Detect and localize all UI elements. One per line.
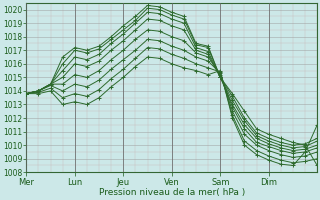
X-axis label: Pression niveau de la mer( hPa ): Pression niveau de la mer( hPa ): [99, 188, 245, 197]
